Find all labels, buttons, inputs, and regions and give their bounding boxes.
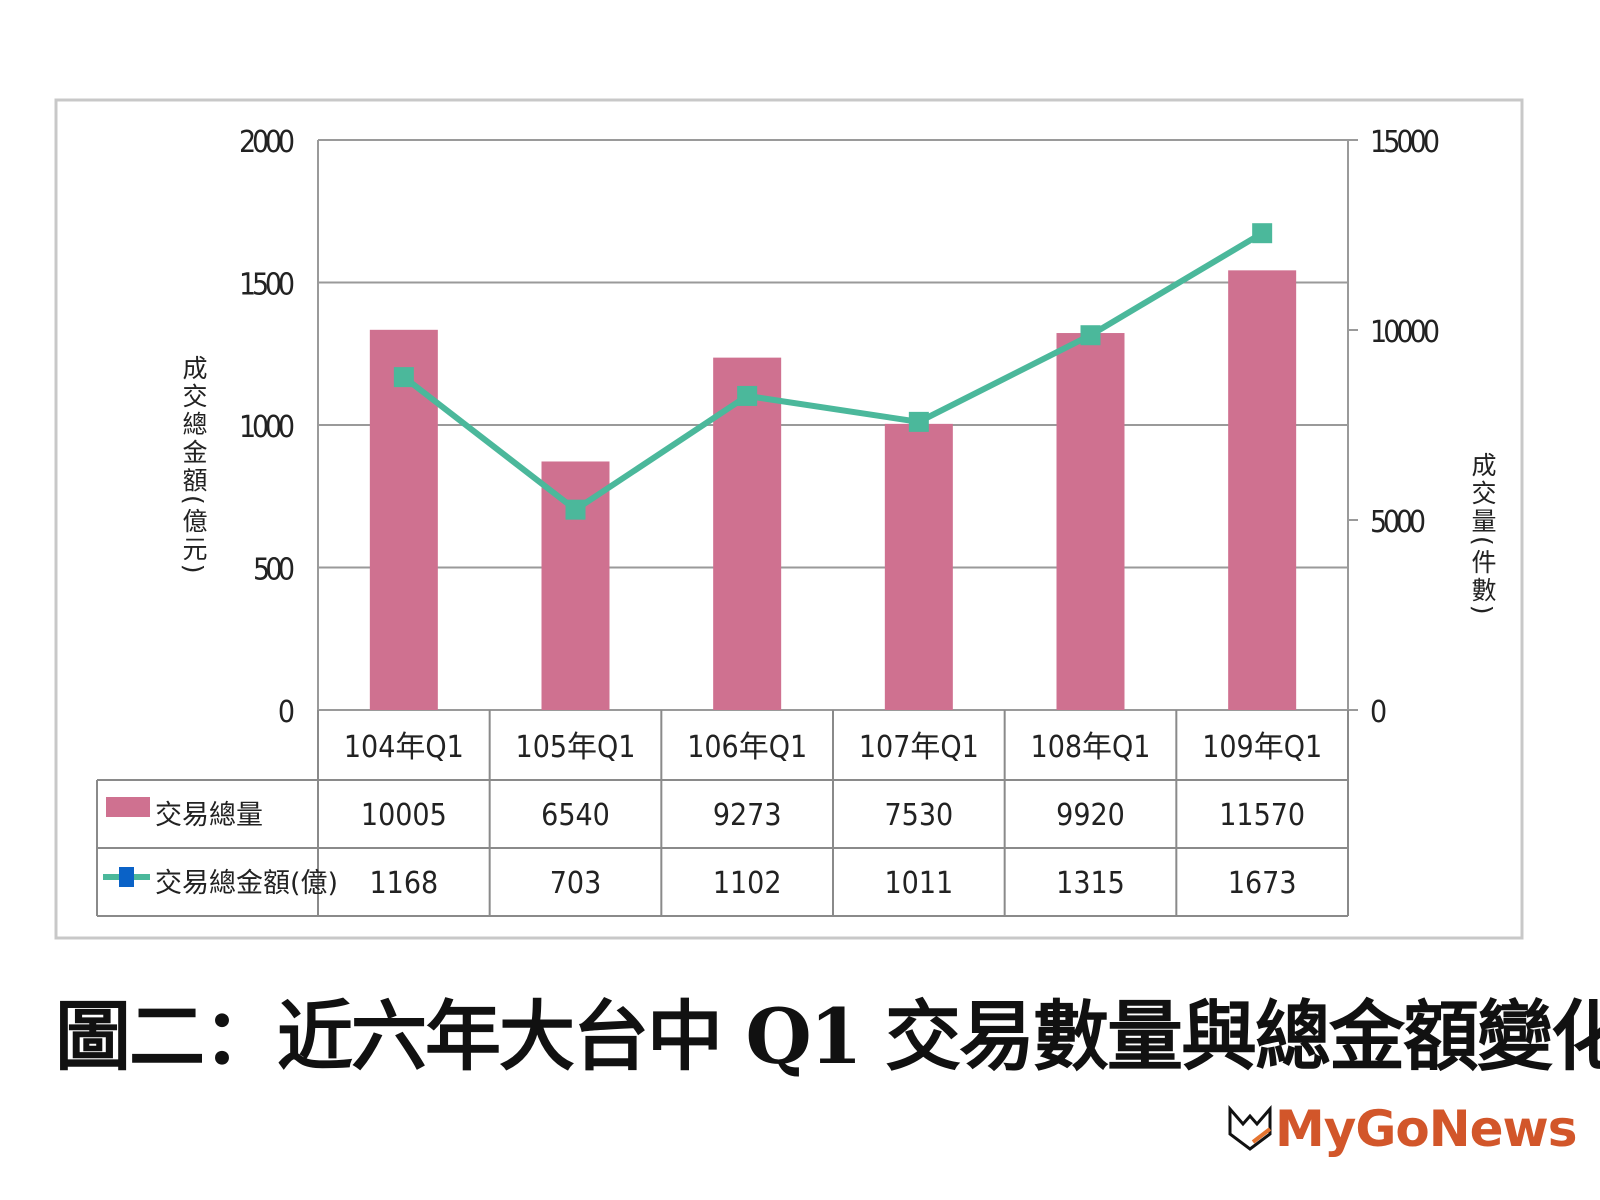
- legend-bar-label: 交易總量: [155, 800, 263, 831]
- line-marker: [737, 385, 758, 406]
- line-data-label: 1011: [884, 866, 953, 901]
- line-data-label: 1315: [1056, 866, 1125, 901]
- legend-bar-swatch: [106, 797, 150, 817]
- figure-title: 圖二：近六年大台中 Q1 交易數量與總金額變化: [55, 992, 1600, 1081]
- bar: [1056, 333, 1125, 710]
- bar-data-label: 9920: [1056, 798, 1125, 833]
- line-data-label: 1168: [369, 866, 438, 901]
- bar-data-label: 6540: [541, 798, 610, 833]
- line-marker: [908, 411, 929, 432]
- fox-logo-icon: [1228, 1104, 1272, 1151]
- line-marker: [1252, 223, 1273, 244]
- bar: [713, 357, 782, 710]
- category-label: 109年Q1: [1202, 730, 1322, 765]
- bar-data-label: 9273: [713, 798, 782, 833]
- left-tick-label: 1000: [239, 410, 295, 445]
- right-axis-title: 成交量(件數): [1468, 452, 1497, 618]
- chart: 0 500 1000 1500 2000 0 5000 10000 15000 104年Q1 10…: [54, 98, 1524, 940]
- line-marker: [565, 499, 586, 520]
- bar: [884, 423, 953, 710]
- bar-data-label: 10005: [361, 798, 447, 833]
- legend-line-marker: [119, 867, 134, 887]
- line-marker: [393, 367, 414, 388]
- line-data-label: 1673: [1228, 866, 1297, 901]
- left-tick-label: 500: [253, 553, 295, 588]
- left-axis-title: 成交總金額(億元): [179, 355, 208, 577]
- right-tick-label: 15000: [1370, 125, 1440, 160]
- line-data-label: 703: [550, 866, 602, 901]
- line-data-label: 1102: [713, 866, 782, 901]
- left-tick-label: 2000: [239, 125, 295, 160]
- left-tick-label: 0: [278, 695, 295, 730]
- category-label: 105年Q1: [516, 730, 636, 765]
- bar-data-label: 7530: [884, 798, 953, 833]
- category-label: 108年Q1: [1031, 730, 1151, 765]
- right-tick-label: 5000: [1370, 505, 1426, 540]
- logo: MyGoNews: [1225, 1100, 1577, 1158]
- line-marker: [1080, 325, 1101, 346]
- right-tick-label: 0: [1370, 695, 1387, 730]
- category-label: 104年Q1: [344, 730, 464, 765]
- line-series: [402, 230, 1264, 514]
- left-tick-label: 1500: [239, 268, 295, 303]
- bar-data-label: 11570: [1219, 798, 1305, 833]
- category-label: 106年Q1: [687, 730, 807, 765]
- bar: [541, 461, 610, 710]
- category-label: 107年Q1: [859, 730, 979, 765]
- right-tick-label: 10000: [1370, 315, 1440, 350]
- bar: [1228, 270, 1297, 710]
- legend-line-label: 交易總金額(億): [155, 868, 338, 899]
- logo-text: MyGoNews: [1275, 1100, 1577, 1158]
